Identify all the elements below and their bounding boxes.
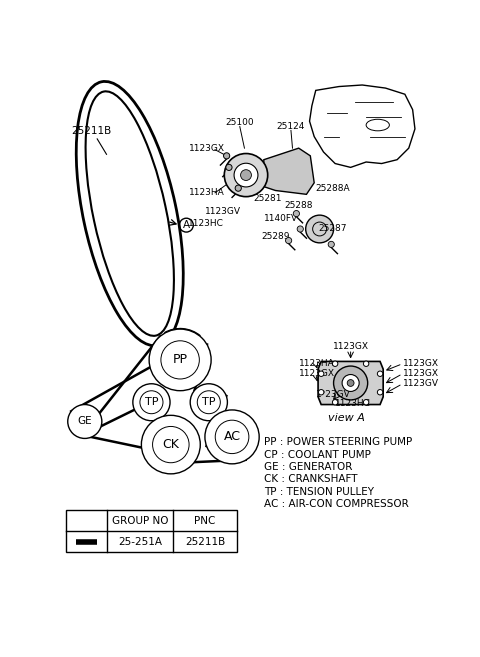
Circle shape <box>334 366 368 400</box>
Circle shape <box>286 237 292 244</box>
Text: PP : POWER STEERING PUMP: PP : POWER STEERING PUMP <box>264 438 412 447</box>
Circle shape <box>224 153 230 159</box>
Text: 1123GX: 1123GX <box>299 369 335 378</box>
Circle shape <box>190 384 228 420</box>
Text: TP: TP <box>144 397 158 407</box>
Circle shape <box>347 380 354 386</box>
Text: 25-251A: 25-251A <box>118 537 162 547</box>
Circle shape <box>318 371 324 376</box>
Circle shape <box>342 374 359 392</box>
Circle shape <box>318 390 324 395</box>
Text: 25287: 25287 <box>319 225 347 233</box>
Text: TP : TENSION PULLEY: TP : TENSION PULLEY <box>264 487 374 497</box>
Circle shape <box>363 361 369 367</box>
Text: AC: AC <box>224 430 240 443</box>
Text: CP : COOLANT PUMP: CP : COOLANT PUMP <box>264 449 371 460</box>
Circle shape <box>224 154 268 196</box>
Circle shape <box>333 399 338 405</box>
Text: 1123HA: 1123HA <box>299 359 335 368</box>
Text: CK : CRANKSHAFT: CK : CRANKSHAFT <box>264 474 357 484</box>
Text: A: A <box>183 220 190 230</box>
Circle shape <box>377 390 383 395</box>
Bar <box>66 510 237 553</box>
Circle shape <box>240 170 252 181</box>
Text: AC : AIR-CON COMPRESSOR: AC : AIR-CON COMPRESSOR <box>264 499 408 509</box>
Text: 1140FV: 1140FV <box>264 214 298 223</box>
Text: 25289: 25289 <box>261 232 290 241</box>
Text: 25288A: 25288A <box>315 185 350 193</box>
Polygon shape <box>264 148 314 194</box>
Text: GE : GENERATOR: GE : GENERATOR <box>264 462 352 472</box>
Text: PNC: PNC <box>194 516 216 526</box>
Text: 1123GX: 1123GX <box>403 369 439 378</box>
Circle shape <box>142 415 200 474</box>
Circle shape <box>297 226 303 232</box>
Circle shape <box>293 210 300 217</box>
Text: TP: TP <box>202 397 216 407</box>
Circle shape <box>363 399 369 405</box>
Circle shape <box>377 371 383 376</box>
Text: 25124: 25124 <box>277 122 305 131</box>
Text: view A: view A <box>328 413 365 424</box>
Circle shape <box>333 361 338 367</box>
Circle shape <box>226 164 232 170</box>
Text: 25211B: 25211B <box>72 126 112 136</box>
Circle shape <box>205 410 259 464</box>
Text: CK: CK <box>162 438 179 451</box>
Circle shape <box>68 405 102 438</box>
Text: GE: GE <box>77 417 92 426</box>
Text: 1123GX: 1123GX <box>189 144 225 152</box>
Circle shape <box>328 241 335 248</box>
Text: 1123HC: 1123HC <box>188 219 224 228</box>
Text: GROUP NO: GROUP NO <box>111 516 168 526</box>
Text: 25211B: 25211B <box>185 537 225 547</box>
Ellipse shape <box>85 91 174 336</box>
Text: 25288: 25288 <box>285 202 313 210</box>
Text: 25100: 25100 <box>226 118 254 127</box>
Text: 1123GV: 1123GV <box>205 207 241 215</box>
Text: 1123GX: 1123GX <box>333 342 369 351</box>
Text: 25281: 25281 <box>253 194 282 203</box>
Circle shape <box>133 384 170 420</box>
Circle shape <box>306 215 334 243</box>
Text: 1123HC: 1123HC <box>335 399 371 408</box>
Circle shape <box>234 163 258 187</box>
Text: 1*23GV: 1*23GV <box>316 390 350 399</box>
Text: 1123GV: 1123GV <box>403 379 439 388</box>
Polygon shape <box>318 361 383 405</box>
Text: PP: PP <box>173 353 188 367</box>
Text: 1123HA: 1123HA <box>190 189 225 197</box>
Text: 1123GX: 1123GX <box>403 359 439 368</box>
Circle shape <box>149 329 211 391</box>
Circle shape <box>235 185 241 191</box>
